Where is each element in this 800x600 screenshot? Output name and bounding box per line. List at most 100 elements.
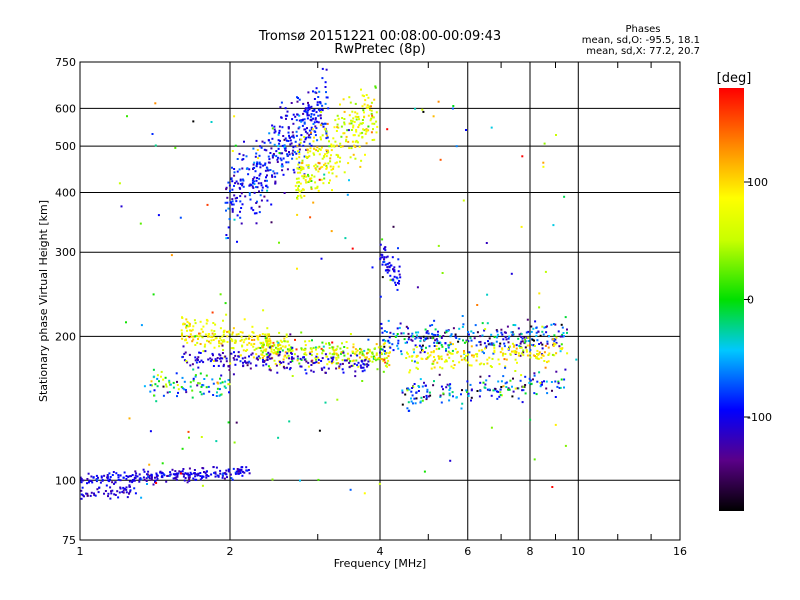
data-point <box>371 351 374 354</box>
data-point <box>290 350 293 353</box>
data-point <box>393 266 396 269</box>
data-point <box>324 401 327 404</box>
data-point <box>153 389 156 392</box>
data-point <box>526 344 529 347</box>
data-point <box>80 497 83 500</box>
data-point <box>522 351 525 354</box>
data-point <box>346 193 349 196</box>
data-point <box>283 337 286 340</box>
data-point <box>197 335 200 338</box>
data-point <box>475 353 477 356</box>
data-point <box>505 358 508 361</box>
data-point <box>154 102 157 105</box>
data-point <box>465 340 468 343</box>
data-point <box>209 342 212 345</box>
data-point <box>188 479 191 482</box>
data-point <box>262 341 265 344</box>
data-point <box>423 470 426 473</box>
data-point <box>233 218 236 221</box>
data-point <box>188 324 191 327</box>
data-point <box>500 331 503 334</box>
data-point <box>487 340 489 343</box>
data-point <box>272 351 275 354</box>
data-point <box>505 338 508 341</box>
data-point <box>518 333 521 336</box>
data-point <box>323 366 326 369</box>
data-point <box>357 365 360 368</box>
data-point <box>152 375 155 378</box>
data-point <box>324 153 326 156</box>
data-point <box>309 351 312 354</box>
data-point <box>510 331 513 334</box>
data-point <box>191 363 194 366</box>
data-point <box>247 469 250 471</box>
data-point <box>431 332 434 335</box>
data-point <box>447 329 450 332</box>
data-point <box>234 363 237 366</box>
data-point <box>99 481 102 484</box>
data-point <box>370 355 373 358</box>
data-point <box>354 157 357 160</box>
data-point <box>278 349 281 352</box>
data-point <box>325 149 328 152</box>
data-point <box>82 494 84 497</box>
data-point <box>489 365 492 367</box>
data-point <box>500 328 503 331</box>
data-point <box>434 358 436 361</box>
data-point <box>317 358 320 361</box>
data-point <box>449 335 452 338</box>
data-point <box>319 102 322 105</box>
data-point <box>248 184 251 187</box>
data-point <box>307 166 310 169</box>
data-point <box>194 374 197 377</box>
data-point <box>440 344 443 346</box>
data-point <box>426 356 429 359</box>
data-point <box>327 171 330 174</box>
data-point <box>426 390 429 393</box>
data-point <box>359 165 362 168</box>
data-point <box>294 184 297 187</box>
data-point <box>347 162 350 165</box>
data-point <box>386 262 389 265</box>
data-point <box>404 341 407 344</box>
data-point <box>507 337 510 340</box>
data-point <box>342 98 345 101</box>
data-point <box>255 202 258 204</box>
data-point <box>358 118 360 121</box>
data-point <box>490 394 493 397</box>
data-point <box>519 346 522 349</box>
data-point <box>303 121 306 124</box>
data-point <box>267 365 270 368</box>
data-point <box>231 200 234 203</box>
data-point <box>279 139 281 142</box>
data-point <box>274 362 277 365</box>
data-point <box>314 134 317 137</box>
data-point <box>532 378 534 381</box>
data-point <box>276 351 279 354</box>
data-point <box>512 324 515 326</box>
data-point <box>218 394 221 397</box>
data-point <box>220 374 223 377</box>
data-point <box>320 367 323 370</box>
data-point <box>251 331 254 333</box>
data-point <box>386 365 388 368</box>
data-point <box>86 478 89 480</box>
data-point <box>278 363 281 366</box>
data-point <box>349 354 352 357</box>
data-point <box>299 141 302 144</box>
data-point <box>288 420 291 423</box>
data-point <box>339 156 342 159</box>
data-point <box>343 123 346 126</box>
data-point <box>420 337 422 340</box>
data-point <box>100 476 103 479</box>
data-point <box>180 472 182 475</box>
data-point <box>143 478 146 481</box>
data-point <box>361 94 364 97</box>
data-point <box>300 138 303 141</box>
data-point <box>286 110 289 113</box>
data-point <box>235 333 238 336</box>
data-point <box>414 402 417 405</box>
data-point <box>368 359 371 362</box>
data-point <box>106 477 109 480</box>
data-point <box>393 269 395 272</box>
